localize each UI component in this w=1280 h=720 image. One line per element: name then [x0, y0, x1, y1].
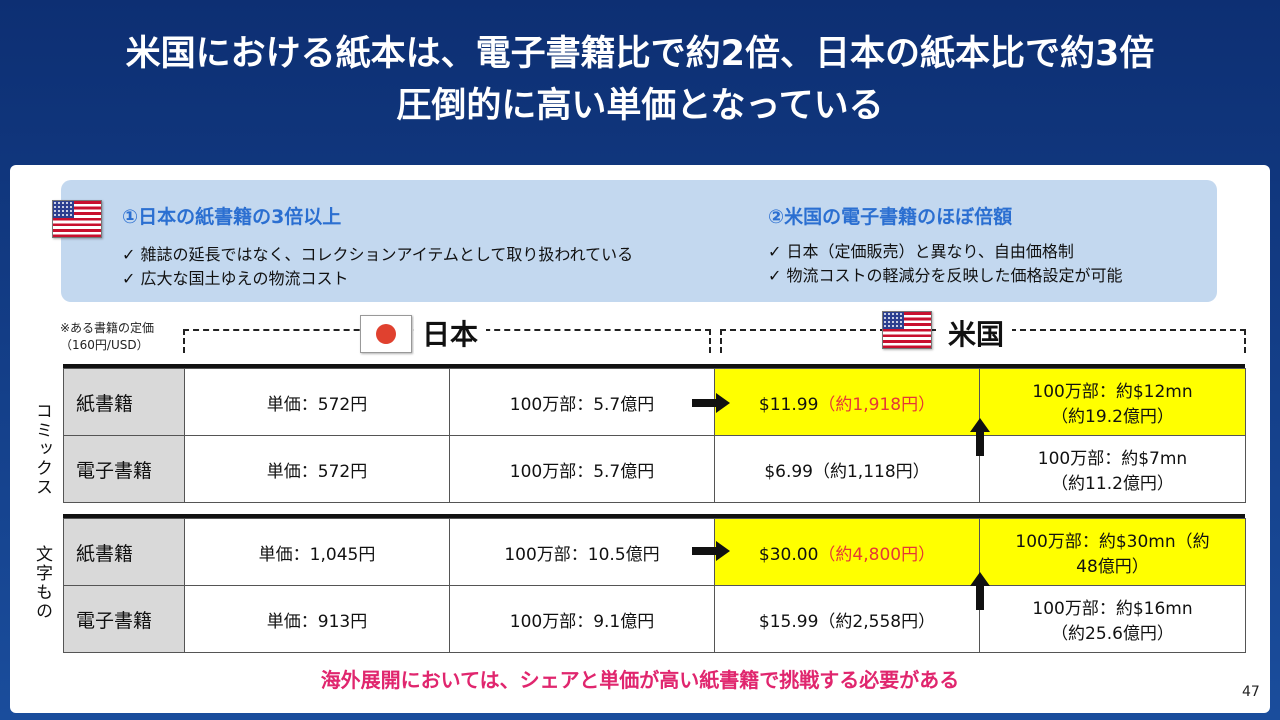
info-left-heading: ①日本の紙書籍の3倍以上: [122, 206, 342, 228]
info-box: [61, 180, 1217, 302]
table-mid-rule: [63, 514, 1245, 518]
price-note-line1: ※ある書籍の定価: [60, 321, 155, 335]
jp-unit-price: 単価：1,045円: [184, 518, 450, 586]
us-total: 100万部：約$30mn（約 48億円）: [979, 518, 1246, 586]
row-type: 電子書籍: [63, 435, 185, 503]
us-price-usd: $30.00: [758, 544, 819, 565]
table-top-rule: [63, 364, 1245, 368]
row-type: 紙書籍: [63, 518, 185, 586]
us-total-line2: 48億円）: [1076, 557, 1149, 577]
page-number: 47: [1242, 684, 1260, 700]
us-total-line1: 100万部：約$30mn（約: [1015, 532, 1210, 552]
footer-message: 海外展開においては、シェアと単価が高い紙書籍で挑戦する必要がある: [320, 668, 960, 692]
jp-total: 100万部：5.7億円: [449, 435, 715, 503]
price-note-line2: （160円/USD）: [60, 338, 149, 352]
group-label-text: 文字もの: [32, 545, 52, 621]
us-total: 100万部：約$7mn （約11.2億円）: [979, 435, 1246, 503]
us-total: 100万部：約$12mn （約19.2億円）: [979, 368, 1246, 436]
us-total-line1: 100万部：約$12mn: [1032, 382, 1193, 402]
row-type: 電子書籍: [63, 585, 185, 653]
row-type: 紙書籍: [63, 368, 185, 436]
jp-unit-price: 単価：572円: [184, 435, 450, 503]
jp-total: 100万部：10.5億円: [449, 518, 715, 586]
info-right-item-2: ✓ 物流コストの軽減分を反映した価格設定が可能: [768, 266, 1123, 285]
us-total-line2: （約25.6億円）: [1051, 624, 1174, 644]
table-row: 電子書籍 単価：572円 100万部：5.7億円 $6.99（約1,118円） …: [63, 435, 1246, 503]
region-label-japan: 日本: [414, 313, 487, 353]
slide-title-line1: 米国における紙本は、電子書籍比で約2倍、日本の紙本比で約3倍: [125, 34, 1155, 74]
us-flag-icon: [882, 311, 932, 349]
japan-flag-icon: [360, 315, 412, 353]
arrow-right-icon: [692, 393, 730, 413]
region-label-us: 米国: [940, 313, 1013, 353]
table-row: 紙書籍 単価：1,045円 100万部：10.5億円 $30.00（約4,800…: [63, 518, 1246, 586]
us-price-yen: （約4,800円）: [818, 544, 936, 565]
us-price-usd: $11.99: [758, 394, 819, 415]
slide-title-line2: 圧倒的に高い単価となっている: [396, 86, 884, 126]
group-label-comics: コミックス: [32, 402, 52, 497]
us-flag-icon: [52, 200, 102, 238]
table-row: 電子書籍 単価：913円 100万部：9.1億円 $15.99（約2,558円）…: [63, 585, 1246, 653]
jp-total: 100万部：5.7億円: [449, 368, 715, 436]
table-row: 紙書籍 単価：572円 100万部：5.7億円 $11.99（約1,918円） …: [63, 368, 1246, 436]
us-total-line2: （約19.2億円）: [1051, 407, 1174, 427]
us-unit-price: $11.99（約1,918円）: [714, 368, 980, 436]
jp-unit-price: 単価：572円: [184, 368, 450, 436]
slide-title: 米国における紙本は、電子書籍比で約2倍、日本の紙本比で約3倍 圧倒的に高い単価と…: [0, 28, 1280, 132]
info-right-heading: ②米国の電子書籍のほぼ倍額: [768, 206, 1013, 228]
price-note: ※ある書籍の定価 （160円/USD）: [60, 320, 154, 354]
us-total-line1: 100万部：約$7mn: [1037, 449, 1188, 469]
info-right-item-1: ✓ 日本（定価販売）と異なり、自由価格制: [768, 242, 1074, 261]
us-unit-price: $15.99（約2,558円）: [714, 585, 980, 653]
us-total-line2: （約11.2億円）: [1051, 474, 1174, 494]
us-unit-price: $6.99（約1,118円）: [714, 435, 980, 503]
arrow-up-icon: [970, 572, 990, 610]
jp-total: 100万部：9.1億円: [449, 585, 715, 653]
us-price-yen: （約1,918円）: [818, 394, 936, 415]
arrow-right-icon: [692, 541, 730, 561]
text-table: 紙書籍 単価：1,045円 100万部：10.5億円 $30.00（約4,800…: [63, 518, 1246, 653]
jp-unit-price: 単価：913円: [184, 585, 450, 653]
arrow-up-icon: [970, 418, 990, 456]
us-total: 100万部：約$16mn （約25.6億円）: [979, 585, 1246, 653]
comics-table: 紙書籍 単価：572円 100万部：5.7億円 $11.99（約1,918円） …: [63, 368, 1246, 503]
info-left-item-2: ✓ 広大な国土ゆえの物流コスト: [122, 269, 349, 288]
us-unit-price: $30.00（約4,800円）: [714, 518, 980, 586]
us-total-line1: 100万部：約$16mn: [1032, 599, 1193, 619]
info-left-item-1: ✓ 雑誌の延長ではなく、コレクションアイテムとして取り扱われている: [122, 245, 634, 264]
